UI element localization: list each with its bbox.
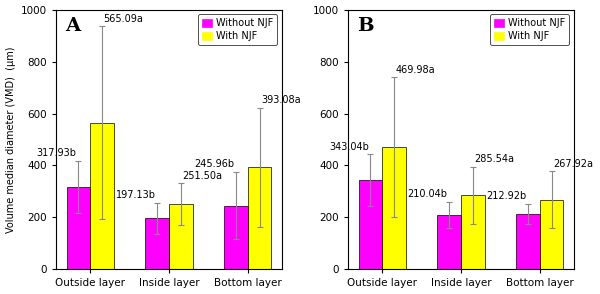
Text: 469.98a: 469.98a — [395, 64, 435, 74]
Text: A: A — [65, 17, 80, 35]
Text: 267.92a: 267.92a — [553, 158, 593, 169]
Text: 285.54a: 285.54a — [475, 154, 514, 164]
Bar — [248, 167, 271, 269]
Text: 245.96b: 245.96b — [194, 159, 235, 169]
Bar — [437, 215, 461, 269]
Text: 393.08a: 393.08a — [261, 95, 301, 105]
Text: 212.92b: 212.92b — [486, 191, 526, 201]
Bar — [516, 214, 540, 269]
Legend: Without NJF, With NJF: Without NJF, With NJF — [198, 14, 277, 45]
Bar — [67, 187, 90, 269]
Bar — [224, 206, 248, 269]
Bar — [169, 204, 193, 269]
Bar — [382, 147, 406, 269]
Bar — [145, 218, 169, 269]
Text: 565.09a: 565.09a — [104, 14, 143, 24]
Text: 251.50a: 251.50a — [182, 171, 223, 181]
Bar — [90, 123, 114, 269]
Text: 197.13b: 197.13b — [116, 190, 155, 200]
Bar — [359, 180, 382, 269]
Text: 317.93b: 317.93b — [37, 148, 77, 158]
Text: 343.04b: 343.04b — [329, 142, 369, 152]
Bar — [461, 195, 485, 269]
Legend: Without NJF, With NJF: Without NJF, With NJF — [490, 14, 569, 45]
Bar — [540, 200, 563, 269]
Text: 210.04b: 210.04b — [407, 189, 448, 199]
Y-axis label: Volume median diameter (VMD)  (μm): Volume median diameter (VMD) (μm) — [5, 46, 16, 233]
Text: B: B — [358, 17, 374, 35]
